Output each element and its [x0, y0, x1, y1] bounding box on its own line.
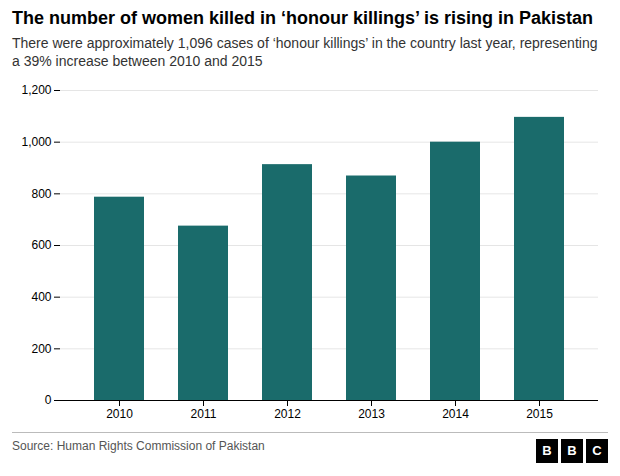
svg-text:600: 600 [31, 238, 51, 252]
html-text:B: B [542, 443, 552, 458]
html-text:There were approximately 1,096: There were approximately 1,096 cases of … [12, 34, 598, 69]
svg-text:200: 200 [31, 342, 51, 356]
svg-text:800: 800 [31, 187, 51, 201]
html-text:The number of women killed in: The number of women killed in ‘honour ki… [12, 8, 594, 28]
svg-text:2012: 2012 [274, 407, 301, 421]
svg-text:400: 400 [31, 290, 51, 304]
svg-text:1,000: 1,000 [21, 135, 51, 149]
svg-text:2015: 2015 [526, 407, 553, 421]
svg-text:2013: 2013 [358, 407, 385, 421]
svg-text:1,200: 1,200 [21, 83, 51, 97]
svg-text:2010: 2010 [106, 407, 133, 421]
svg-text:0: 0 [45, 393, 52, 407]
html-text:B: B [567, 443, 577, 458]
svg-text:2011: 2011 [191, 407, 217, 421]
svg-text:2014: 2014 [442, 407, 469, 421]
html-text:Source: Human Rights Commissio: Source: Human Rights Commission of Pakis… [12, 439, 265, 453]
html-text:C: C [592, 443, 602, 458]
